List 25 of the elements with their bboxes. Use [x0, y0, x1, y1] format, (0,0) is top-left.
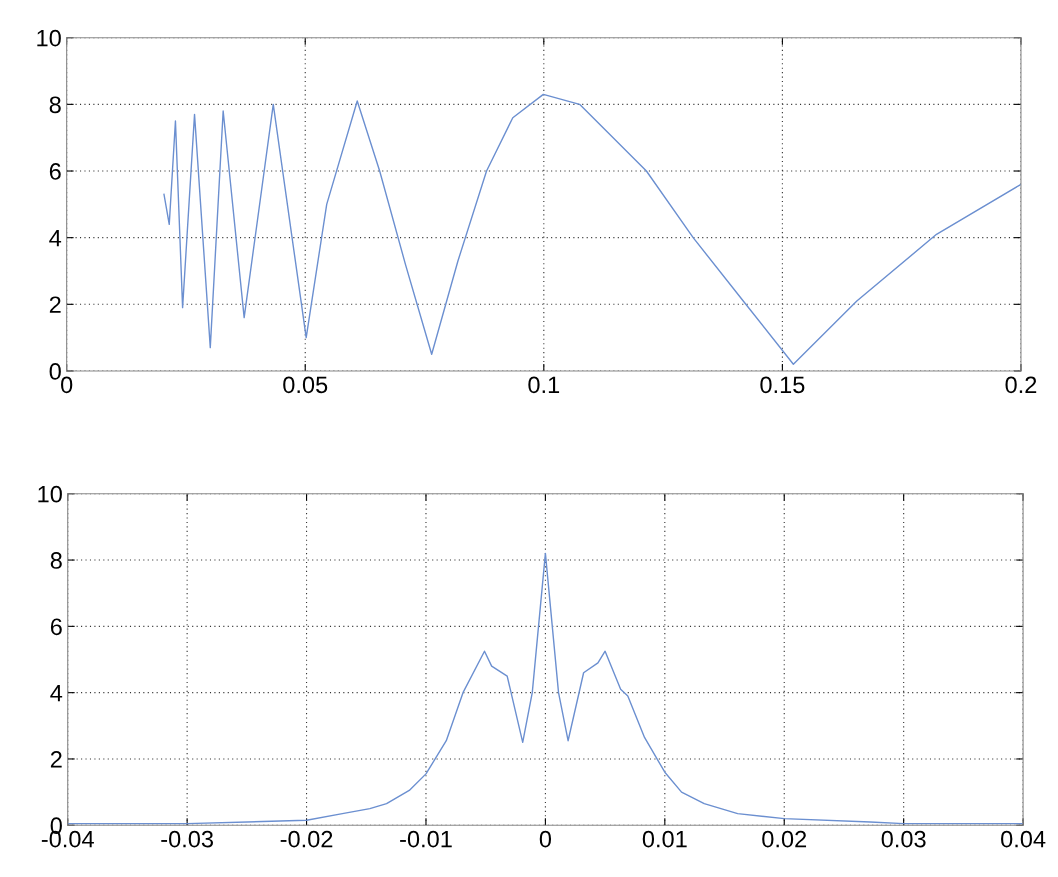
x-tick-label: 0.04 — [1001, 830, 1046, 848]
y-tick-label: 8 — [49, 96, 61, 114]
x-tick-label: 0.02 — [762, 830, 807, 848]
y-tick-label: 6 — [50, 618, 62, 636]
x-tick-label: 0.15 — [760, 376, 805, 394]
line-series — [163, 93, 1021, 366]
x-tick-label: -0.02 — [280, 830, 333, 848]
x-tick-label: -0.01 — [400, 830, 452, 848]
x-tick-label: 0.1 — [528, 376, 560, 394]
y-tick-label: 4 — [50, 684, 63, 702]
x-tick-label: 0.05 — [283, 376, 328, 394]
x-tick-label: 0 — [539, 830, 552, 848]
y-tick-label: 6 — [49, 163, 61, 180]
x-tick-label: 0.01 — [642, 830, 687, 848]
y-tick-label: 2 — [49, 296, 61, 313]
x-tick-label: 0.2 — [1005, 376, 1037, 394]
y-tick-label: 10 — [37, 29, 61, 47]
y-tick-label: 0 — [49, 363, 61, 380]
y-tick-label: 10 — [38, 485, 62, 503]
x-tick-label: 0 — [61, 376, 73, 394]
x-tick-label: 0.03 — [881, 830, 926, 848]
y-tick-label: 4 — [49, 229, 62, 247]
y-tick-label: 8 — [50, 552, 62, 569]
y-tick-label: 2 — [50, 751, 62, 768]
x-tick-label: -0.03 — [161, 830, 214, 848]
